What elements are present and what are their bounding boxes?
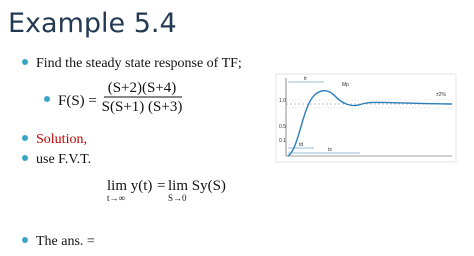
equation-lhs: F(S) = <box>58 93 97 109</box>
graph-label: 1.0 <box>279 98 286 104</box>
item-text: Solution, <box>36 132 87 147</box>
graph-label: ±2% <box>436 92 447 98</box>
fvt-right: lim Sy(S) <box>168 178 226 194</box>
fvt-equals: = <box>157 178 165 194</box>
graph-label: tr <box>304 76 307 82</box>
bullet <box>22 59 28 65</box>
slide-title: Example 5.4 <box>8 8 177 39</box>
graph-label: td <box>299 142 303 148</box>
bullet <box>22 135 28 141</box>
fvt-left-sub: t→∞ <box>107 193 125 203</box>
item-text: Find the steady state response of TF; <box>36 56 242 71</box>
bullet <box>22 237 28 243</box>
graph-label: 0.5 <box>279 124 286 130</box>
graph-frame <box>275 73 457 163</box>
response-curve <box>287 90 453 157</box>
graph-label: Mp <box>342 82 349 88</box>
equation-numerator: (S+2)(S+4) <box>108 80 177 96</box>
response-graph: tr Mp ±2% 1.0 0.5 0.1 td ts <box>275 73 457 163</box>
fvt-right-sub: S→0 <box>168 193 187 203</box>
bullet <box>22 155 28 161</box>
graph-label: ts <box>328 147 332 153</box>
fvt-left: lim y(t) <box>107 178 152 194</box>
bullet <box>44 96 50 102</box>
item-text: use F.V.T. <box>36 152 91 167</box>
item-text: The ans. = <box>36 234 95 249</box>
equation-denominator: S(S+1) (S+3) <box>102 99 183 115</box>
graph-label: 0.1 <box>279 138 286 144</box>
